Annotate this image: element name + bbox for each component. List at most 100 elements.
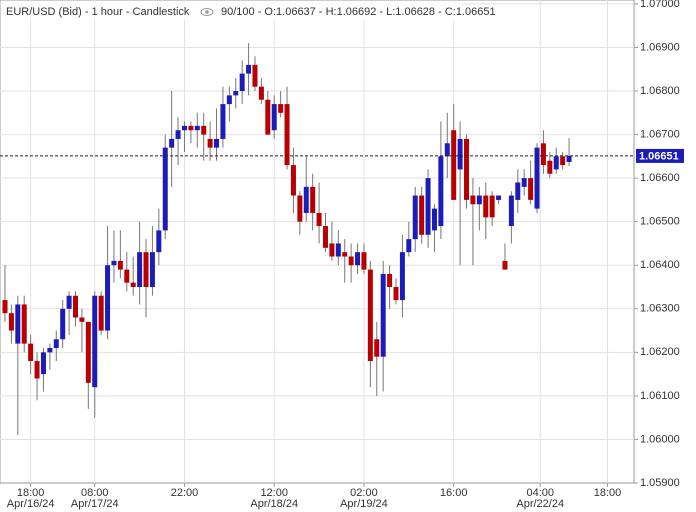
x-tick-label: 04:00 <box>526 487 554 499</box>
y-tick-label: 1.06200 <box>640 346 680 358</box>
candle-body <box>322 226 328 248</box>
candle-body <box>476 195 482 205</box>
candle-body <box>412 195 418 240</box>
candle-body <box>28 343 34 362</box>
candle-body <box>335 243 341 257</box>
x-tick-date: Apr/16/24 <box>7 498 55 510</box>
candle-body <box>271 104 277 131</box>
y-tick-label: 1.06500 <box>640 216 680 228</box>
candle-body <box>143 252 149 288</box>
x-tick-label: 16:00 <box>440 487 468 499</box>
x-tick-date: Apr/17/24 <box>71 498 119 510</box>
candle-body <box>21 304 27 344</box>
candle-body <box>207 138 213 148</box>
candle-body <box>297 195 303 222</box>
candle-body <box>265 99 271 135</box>
y-tick-label: 1.06000 <box>640 433 680 445</box>
candle-body <box>361 252 367 270</box>
ohlc-info: 90/100 - O:1.06637 - H:1.06692 - L:1.066… <box>221 6 496 18</box>
candle-body <box>188 125 194 131</box>
y-tick-label: 1.06700 <box>640 128 680 140</box>
candle-body <box>117 260 123 270</box>
candle-body <box>540 143 546 166</box>
candle-body <box>15 304 21 344</box>
candle-body <box>483 195 489 218</box>
candle-body <box>515 182 521 200</box>
candle-body <box>92 295 98 388</box>
candle-body <box>98 295 104 331</box>
candle-body <box>489 195 495 218</box>
y-tick-label: 1.05900 <box>640 477 680 489</box>
candle-body <box>130 282 136 288</box>
candle-body <box>528 178 534 200</box>
candle-body <box>560 156 566 166</box>
candle-body <box>156 230 162 253</box>
candle-body <box>431 208 437 231</box>
candle-body <box>380 273 386 357</box>
candle-body <box>534 147 540 209</box>
candle-body <box>105 265 111 331</box>
candle-body <box>374 339 380 357</box>
candle-body <box>470 195 476 205</box>
candle-body <box>252 64 258 87</box>
candle-body <box>201 125 207 135</box>
x-tick-label: 08:00 <box>81 487 109 499</box>
x-tick-label: 18:00 <box>594 487 622 499</box>
candle-body <box>66 295 72 309</box>
y-tick-label: 1.07000 <box>640 0 680 10</box>
x-tick-label: 22:00 <box>171 487 199 499</box>
candle-body <box>258 86 264 100</box>
candle-body <box>419 195 425 235</box>
candle-body <box>8 313 14 331</box>
candle-body <box>444 143 450 157</box>
candle-body <box>547 160 553 174</box>
y-tick-label: 1.06900 <box>640 41 680 53</box>
candle-body <box>348 256 354 266</box>
candle-body <box>393 287 399 301</box>
candle-body <box>464 138 470 200</box>
candle-body <box>162 147 168 231</box>
candle-body <box>220 104 226 139</box>
candle-body <box>284 104 290 166</box>
candle-body <box>233 91 239 96</box>
candle-body <box>194 125 200 131</box>
candle-body <box>303 186 309 213</box>
candle-body <box>239 73 245 92</box>
eye-outline <box>200 8 214 16</box>
candle-body <box>246 64 252 74</box>
candle-body <box>342 252 348 257</box>
candle-body <box>553 156 559 170</box>
candle-body <box>2 300 8 314</box>
x-tick-date: Apr/19/24 <box>340 498 388 510</box>
candle-body <box>137 252 143 288</box>
x-tick-date: Apr/18/24 <box>250 498 298 510</box>
candle-body <box>316 212 322 227</box>
candle-body <box>181 125 187 131</box>
eye-icon[interactable] <box>200 8 214 16</box>
candle-body <box>124 269 130 283</box>
last-price-label: 1.06651 <box>639 150 679 162</box>
candle-body <box>310 186 316 213</box>
y-tick-label: 1.06100 <box>640 390 680 402</box>
x-tick-label: 18:00 <box>17 487 45 499</box>
candle-body <box>566 155 572 163</box>
candle-body <box>451 130 457 200</box>
candle-body <box>496 195 502 200</box>
candle-body <box>226 95 232 105</box>
candle-body <box>355 252 361 266</box>
candle-body <box>40 352 46 375</box>
candle-body <box>425 178 431 235</box>
candle-body <box>73 295 79 318</box>
candle-body <box>457 138 463 170</box>
candle-body <box>149 252 155 288</box>
chart-title: EUR/USD (Bid) - 1 hour - Candlestick <box>6 6 190 18</box>
plot-frame <box>0 0 635 484</box>
candle-body <box>278 104 284 113</box>
x-tick-date: Apr/22/24 <box>516 498 564 510</box>
candle-body <box>111 260 117 266</box>
candle-body <box>85 321 91 383</box>
candle-body <box>508 195 514 227</box>
candle-body <box>367 269 373 362</box>
candle-body <box>47 347 53 353</box>
